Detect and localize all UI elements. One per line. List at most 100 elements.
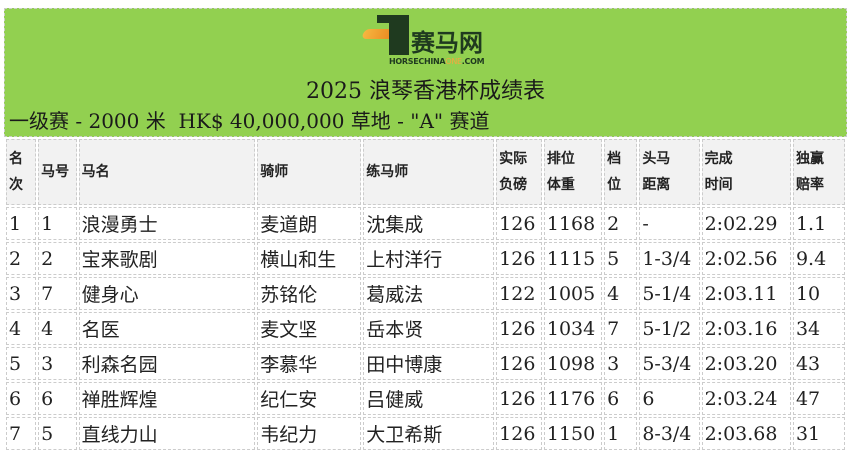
column-header-label: 完成时间 <box>704 151 733 193</box>
table-cell: 10 <box>792 277 845 310</box>
column-header-label: 练马师 <box>366 164 409 180</box>
table-cell: 2 <box>6 242 37 275</box>
logo: 赛马网 HORSECHINAONE.COM <box>361 13 503 69</box>
table-cell: 6 <box>639 382 700 415</box>
table-cell: - <box>639 207 700 240</box>
table-cell: 1005 <box>543 277 603 310</box>
column-header-label: 排位体重 <box>546 151 575 193</box>
table-cell: 横山和生 <box>257 242 362 275</box>
column-header: 马号 <box>38 139 77 205</box>
column-header: 独赢赔率 <box>792 139 845 205</box>
table-cell: 6 <box>38 382 77 415</box>
table-cell: 4 <box>38 312 77 345</box>
column-header: 马名 <box>78 139 256 205</box>
column-header: 头马距离 <box>639 139 700 205</box>
table-cell: 宝来歌剧 <box>78 242 256 275</box>
logo-one-flag <box>377 15 391 23</box>
table-cell: 2 <box>38 242 77 275</box>
table-row: 2 2 宝来歌剧 横山和生 上村洋行 126 1115 5 1-3/4 2:02.56 9.4 <box>6 242 845 275</box>
table-cell: 126 <box>496 347 542 380</box>
table-cell: 李慕华 <box>257 347 362 380</box>
table-cell: 2 <box>604 207 638 240</box>
logo-one-icon <box>389 15 409 55</box>
table-row: 6 6 禅胜辉煌 纪仁安 吕健威 126 1176 6 6 2:03.24 47 <box>6 382 845 415</box>
table-cell: 2:03.11 <box>701 277 791 310</box>
table-cell: 苏铭伦 <box>257 277 362 310</box>
logo-brand-en: HORSECHINAONE.COM <box>389 57 485 66</box>
table-cell: 4 <box>6 312 37 345</box>
table-cell: 吕健威 <box>363 382 495 415</box>
table-cell: 韦纪力 <box>257 417 362 450</box>
table-cell: 6 <box>604 382 638 415</box>
table-cell: 田中博康 <box>363 347 495 380</box>
column-header-label: 实际负磅 <box>499 151 528 193</box>
column-header-label: 档位 <box>607 151 622 193</box>
table-cell: 纪仁安 <box>257 382 362 415</box>
table-cell: 126 <box>496 382 542 415</box>
table-cell: 43 <box>792 347 845 380</box>
table-cell: 2:03.20 <box>701 347 791 380</box>
table-cell: 大卫希斯 <box>363 417 495 450</box>
table-cell: 5-1/4 <box>639 277 700 310</box>
table-cell: 利森名园 <box>78 347 256 380</box>
header-row: 名次 马号 马名 骑师 练马师 实际负磅 排位体重 档位 头马距离 完成时间 独赢赔率 <box>6 139 845 205</box>
table-row: 5 3 利森名园 李慕华 田中博康 126 1098 3 5-3/4 2:03.20 43 <box>6 347 845 380</box>
table-cell: 7 <box>604 312 638 345</box>
table-cell: 浪漫勇士 <box>78 207 256 240</box>
table-cell: 上村洋行 <box>363 242 495 275</box>
table-cell: 2:03.16 <box>701 312 791 345</box>
column-header: 名次 <box>6 139 37 205</box>
table-cell: 2:02.56 <box>701 242 791 275</box>
table-cell: 3 <box>604 347 638 380</box>
column-header-label: 独赢赔率 <box>795 151 824 193</box>
table-cell: 126 <box>496 207 542 240</box>
table-cell: 1.1 <box>792 207 845 240</box>
table-cell: 2:03.24 <box>701 382 791 415</box>
table-cell: 7 <box>38 277 77 310</box>
column-header-label: 骑师 <box>260 164 289 180</box>
table-cell: 1098 <box>543 347 603 380</box>
table-cell: 1 <box>38 207 77 240</box>
table-cell: 1 <box>6 207 37 240</box>
table-cell: 岳本贤 <box>363 312 495 345</box>
table-cell: 1176 <box>543 382 603 415</box>
column-header: 骑师 <box>257 139 362 205</box>
table-cell: 2:02.29 <box>701 207 791 240</box>
table-row: 7 5 直线力山 韦纪力 大卫希斯 126 1150 1 8-3/4 2:03.68 31 <box>6 417 845 450</box>
column-header: 完成时间 <box>701 139 791 205</box>
table-cell: 126 <box>496 312 542 345</box>
table-cell: 1034 <box>543 312 603 345</box>
column-header: 排位体重 <box>543 139 603 205</box>
table-cell: 5-3/4 <box>639 347 700 380</box>
table-cell: 2:03.68 <box>701 417 791 450</box>
table-cell: 7 <box>6 417 37 450</box>
table-cell: 麦道朗 <box>257 207 362 240</box>
table-cell: 麦文坚 <box>257 312 362 345</box>
table-cell: 4 <box>604 277 638 310</box>
results-table: 名次 马号 马名 骑师 练马师 实际负磅 排位体重 档位 头马距离 完成时间 独赢赔率 1 1 浪漫勇士… <box>4 137 847 452</box>
table-cell: 126 <box>496 242 542 275</box>
table-cell: 葛威法 <box>363 277 495 310</box>
table-cell: 9.4 <box>792 242 845 275</box>
table-cell: 47 <box>792 382 845 415</box>
table-cell: 5 <box>604 242 638 275</box>
table-cell: 8-3/4 <box>639 417 700 450</box>
page-title: 2025 浪琴香港杯成绩表 <box>306 79 545 104</box>
table-cell: 34 <box>792 312 845 345</box>
header-banner: 赛马网 HORSECHINAONE.COM 2025 浪琴香港杯成绩表 一级赛 … <box>4 8 847 137</box>
table-cell: 5-1/2 <box>639 312 700 345</box>
table-cell: 沈集成 <box>363 207 495 240</box>
logo-brand-cn: 赛马网 <box>411 29 483 57</box>
table-cell: 1 <box>604 417 638 450</box>
table-cell: 1150 <box>543 417 603 450</box>
table-row: 3 7 健身心 苏铭伦 葛威法 122 1005 4 5-1/4 2:03.11 10 <box>6 277 845 310</box>
table-cell: 1168 <box>543 207 603 240</box>
table-cell: 122 <box>496 277 542 310</box>
table-cell: 6 <box>6 382 37 415</box>
table-cell: 126 <box>496 417 542 450</box>
column-header: 实际负磅 <box>496 139 542 205</box>
column-header-label: 马名 <box>81 164 110 180</box>
table-cell: 3 <box>6 277 37 310</box>
race-info: 一级赛 - 2000 米 HK$ 40,000,000 草地 - "A" 赛道 <box>9 109 490 133</box>
table-cell: 健身心 <box>78 277 256 310</box>
